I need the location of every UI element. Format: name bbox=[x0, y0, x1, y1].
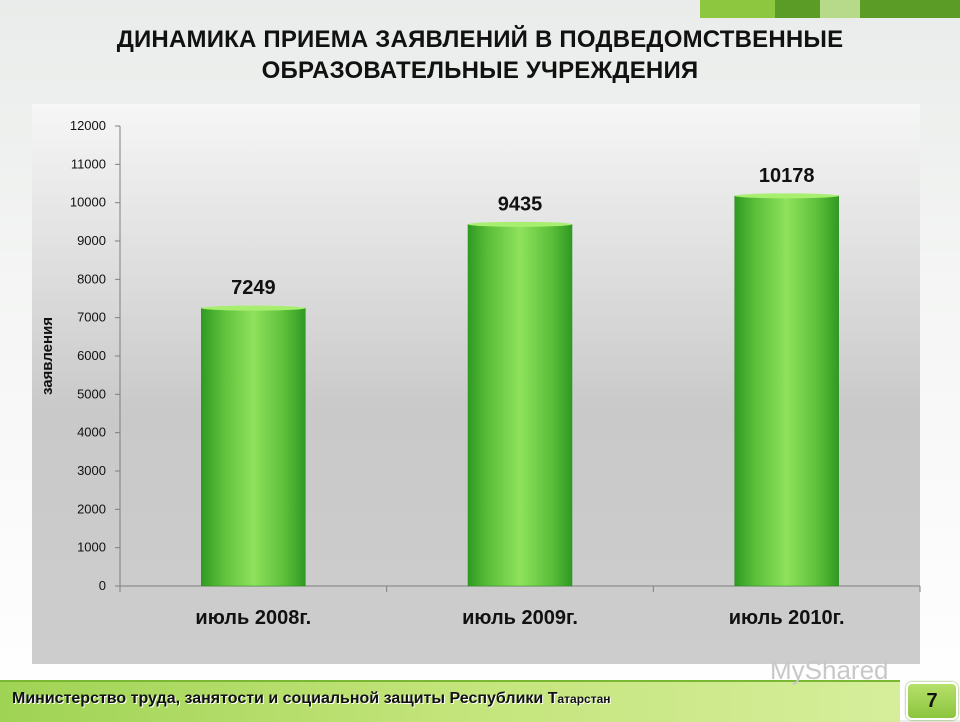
y-tick-label: 11000 bbox=[71, 156, 106, 171]
y-tick-label: 12000 bbox=[70, 118, 106, 133]
top-decor-bar-dark bbox=[775, 0, 820, 18]
page-number: 7 bbox=[906, 682, 958, 720]
top-decor-bars bbox=[700, 0, 960, 18]
watermark: MyShared bbox=[770, 655, 889, 685]
bar-data-label: 7249 bbox=[231, 277, 276, 299]
labels: заявления 7249 июль 2008г. 9435 июль 2009г. 1… bbox=[39, 165, 845, 629]
x-tick-label: июль 2009г. bbox=[462, 607, 578, 629]
y-tick-label: 7000 bbox=[77, 310, 106, 325]
slide-title-line-1: ДИНАМИКА ПРИЕМА ЗАЯВЛЕНИЙ В ПОДВЕДОМСТВЕ… bbox=[116, 26, 844, 53]
y-axis-label: заявления bbox=[39, 317, 56, 395]
bar-data-label: 10178 bbox=[759, 165, 815, 187]
footer-bar bbox=[0, 680, 900, 722]
y-tick-label: 9000 bbox=[77, 233, 106, 248]
footer-small-text: атарстан bbox=[557, 692, 611, 706]
x-tick-label: июль 2010г. bbox=[729, 607, 845, 629]
footer-main-text: Министерство труда, занятости и социальн… bbox=[12, 690, 558, 707]
bar-top-highlight bbox=[201, 305, 306, 311]
x-tick-label: июль 2008г. bbox=[195, 607, 311, 629]
bar-top-highlight bbox=[734, 193, 839, 199]
bar bbox=[201, 307, 306, 587]
slide-title-line-2: ОБРАЗОВАТЕЛЬНЫЕ УЧРЕЖДЕНИЯ bbox=[261, 57, 699, 84]
bars bbox=[201, 193, 839, 587]
bar bbox=[467, 224, 573, 587]
bar-chart: 0 1000 2000 3000 4000 5000 6000 7000 8000 9000 100… bbox=[39, 118, 921, 629]
bar-data-label: 9435 bbox=[498, 193, 543, 215]
y-tick-label: 4000 bbox=[77, 425, 106, 440]
top-decor-bar-wide bbox=[860, 0, 960, 18]
y-tick-label: 0 bbox=[99, 578, 106, 593]
top-decor-bar-light bbox=[700, 0, 775, 18]
top-decor-bar-pale bbox=[820, 0, 860, 18]
y-tick-label: 5000 bbox=[77, 386, 106, 401]
y-tick-label: 2000 bbox=[77, 501, 106, 516]
y-tick-label: 3000 bbox=[77, 463, 106, 478]
y-tick-label: 8000 bbox=[77, 271, 106, 286]
y-tick-label: 1000 bbox=[77, 540, 106, 555]
y-tick-label: 6000 bbox=[77, 348, 106, 363]
bar-top-highlight bbox=[468, 221, 572, 227]
slide-title: ДИНАМИКА ПРИЕМА ЗАЯВЛЕНИЙ В ПОДВЕДОМСТВЕ… bbox=[0, 24, 960, 86]
footer-ministry-name: Министерство труда, занятости и социальн… bbox=[12, 690, 611, 708]
bar bbox=[734, 195, 839, 587]
y-tick-label: 10000 bbox=[70, 195, 106, 210]
